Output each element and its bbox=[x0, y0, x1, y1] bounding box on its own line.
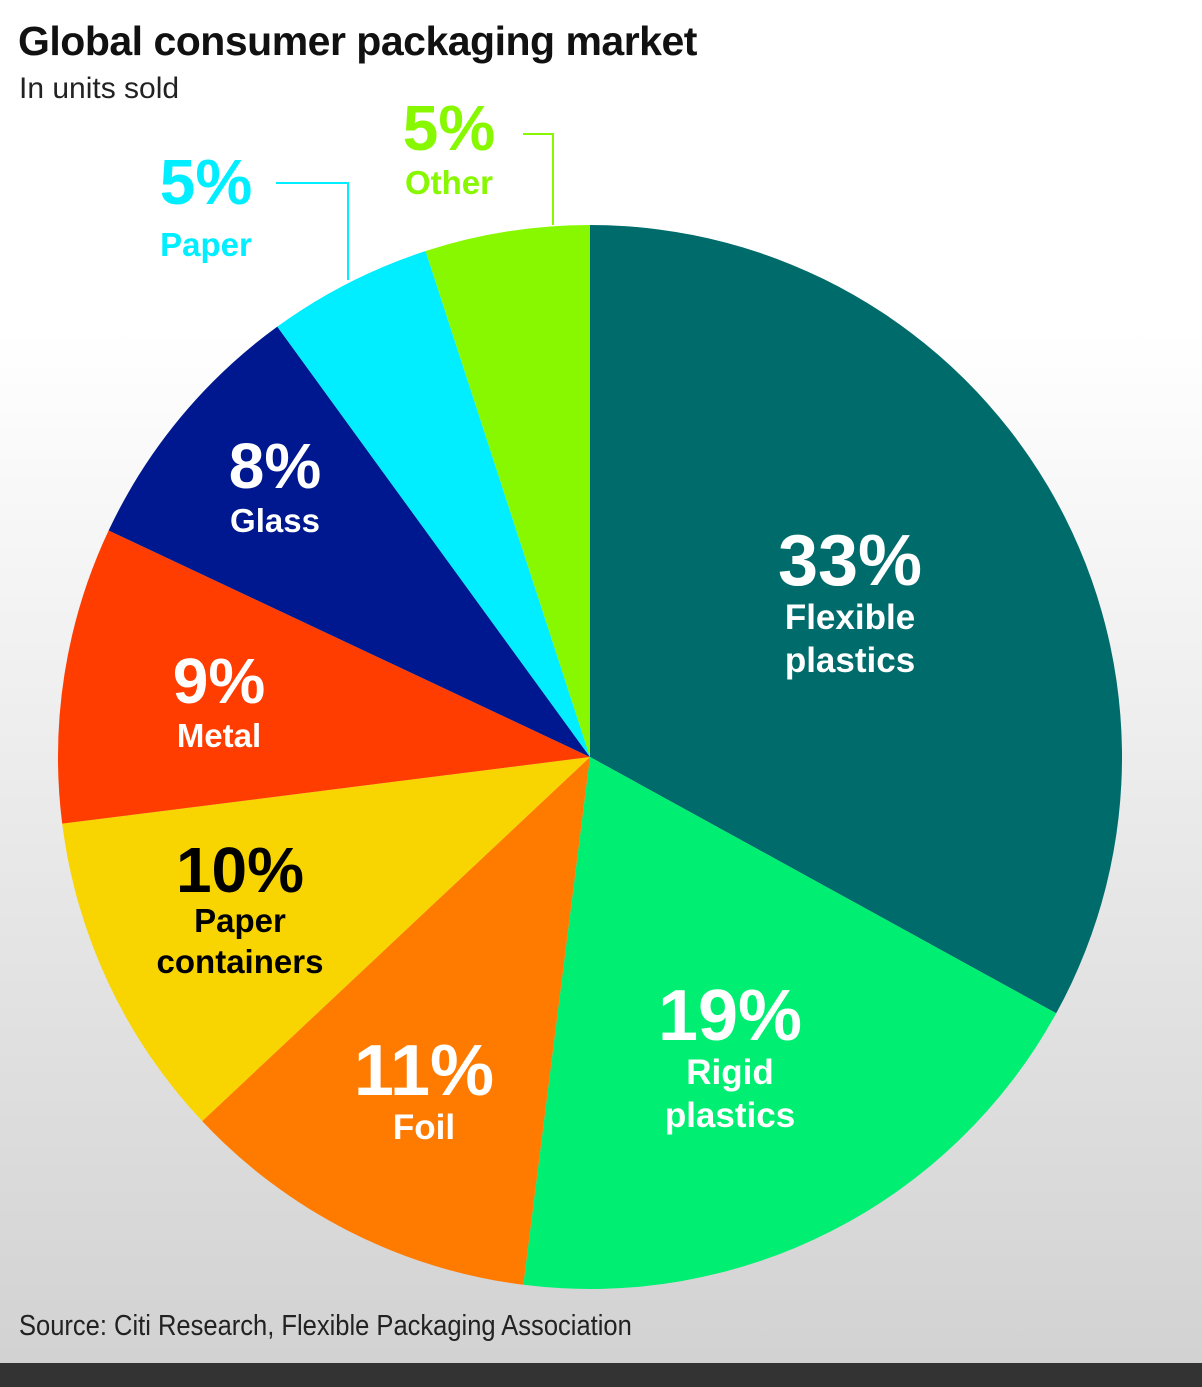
slice-label-metal: 9%Metal bbox=[173, 645, 266, 754]
pie-slice-glass bbox=[108, 326, 590, 757]
bottom-bar bbox=[0, 1363, 1202, 1387]
chart-title: Global consumer packaging market bbox=[18, 18, 697, 64]
pie-slice-other bbox=[425, 225, 590, 757]
slice-label-paper: 5% Paper bbox=[160, 146, 253, 263]
slice-percent-glass: 8% bbox=[229, 430, 322, 502]
slice-category-glass: Glass bbox=[230, 502, 320, 539]
slice-category-flexible-plastics: Flexible plastics bbox=[785, 598, 915, 680]
slice-category-paper-containers: Paper containers bbox=[157, 902, 324, 980]
slice-percent-paper-containers: 10% bbox=[176, 834, 304, 906]
callout-line-other bbox=[523, 133, 554, 225]
chart-subtitle: In units sold bbox=[19, 72, 180, 105]
slice-category-rigid-plastics: Rigid plastics bbox=[665, 1053, 795, 1135]
pie-slice-metal bbox=[57, 530, 590, 824]
pie-slice-paper-containers bbox=[62, 757, 590, 1122]
pie-slice-paper bbox=[277, 251, 590, 758]
slice-percent-paper: 5% bbox=[160, 146, 253, 218]
source-note: Source: Citi Research, Flexible Packagin… bbox=[19, 1310, 632, 1342]
slice-label-rigid-plastics: 19%Rigid plastics bbox=[658, 976, 802, 1135]
slice-percent-foil: 11% bbox=[354, 1031, 494, 1111]
slice-label-paper-containers: 10%Paper containers bbox=[157, 834, 324, 980]
pie-slice-foil bbox=[202, 757, 590, 1285]
slice-percent-metal: 9% bbox=[173, 645, 266, 717]
slice-percent-flexible-plastics: 33% bbox=[778, 521, 922, 601]
slice-percent-other: 5% bbox=[403, 92, 496, 164]
slice-category-foil: Foil bbox=[393, 1108, 455, 1147]
slice-category-metal: Metal bbox=[177, 717, 261, 754]
pie-slice-flexible-plastics bbox=[590, 224, 1123, 1014]
callout-line-paper bbox=[276, 182, 349, 280]
slice-percent-rigid-plastics: 19% bbox=[658, 976, 802, 1056]
pie-chart: 33%Flexible plastics 19%Rigid plastics 11%Fo… bbox=[57, 92, 1123, 1290]
slice-label-glass: 8%Glass bbox=[229, 430, 322, 539]
slice-label-flexible-plastics: 33%Flexible plastics bbox=[778, 521, 922, 680]
pie-slice-rigid-plastics bbox=[523, 757, 1057, 1290]
slice-category-paper: Paper bbox=[160, 226, 252, 263]
slice-category-other: Other bbox=[405, 164, 493, 201]
slice-label-foil: 11%Foil bbox=[354, 1031, 494, 1147]
slice-label-other: 5%Other bbox=[403, 92, 496, 201]
